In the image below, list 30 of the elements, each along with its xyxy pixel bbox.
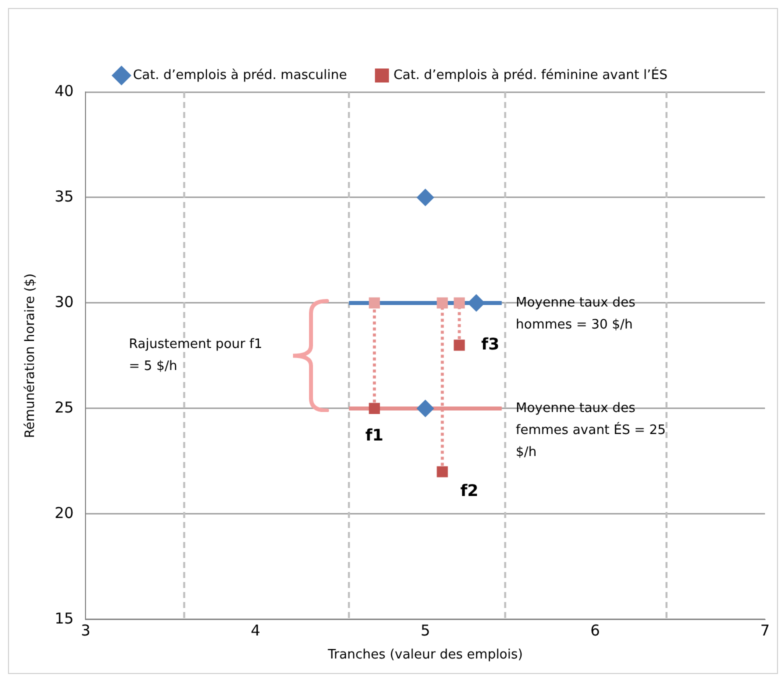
series-label: Moyenne taux des hommes = 30 $/h <box>516 295 636 332</box>
legend-label: Cat. d’emplois à préd. masculine <box>132 68 347 83</box>
point <box>368 402 380 414</box>
x-tick-label: 3 <box>80 621 90 640</box>
annotation: f1 <box>365 426 384 445</box>
y-tick-label: 15 <box>54 609 74 628</box>
y-tick-label: 20 <box>54 504 74 522</box>
point <box>454 297 465 308</box>
y-tick-label: 40 <box>54 82 74 100</box>
x-tick-label: 4 <box>250 621 260 640</box>
x-tick-label: 5 <box>420 621 430 640</box>
x-axis-title: Tranches (valeur des emplois) <box>326 648 523 663</box>
point <box>368 297 380 308</box>
x-tick-label: 6 <box>590 621 600 640</box>
point <box>417 189 434 206</box>
annotation: f3 <box>481 334 500 354</box>
annotation: Rajustement pour f1 = 5 $/h <box>128 336 264 376</box>
point <box>417 400 434 416</box>
point <box>454 340 465 351</box>
y-tick-label: 35 <box>54 187 74 206</box>
point <box>436 466 448 478</box>
legend-label: Cat. d’emplois à préd. féminine avant l’ÉS <box>393 66 668 83</box>
y-tick-label: 30 <box>54 292 74 311</box>
point <box>436 297 448 308</box>
annotation: f2 <box>460 480 478 500</box>
y-tick-label: 25 <box>54 398 74 416</box>
y-axis-title: Rémunération horaire ($) <box>23 273 38 438</box>
point <box>468 294 484 311</box>
x-tick-label: 7 <box>760 621 770 640</box>
series-label: Moyenne taux des femmes avant ÉS = 25 $/h <box>516 400 666 460</box>
